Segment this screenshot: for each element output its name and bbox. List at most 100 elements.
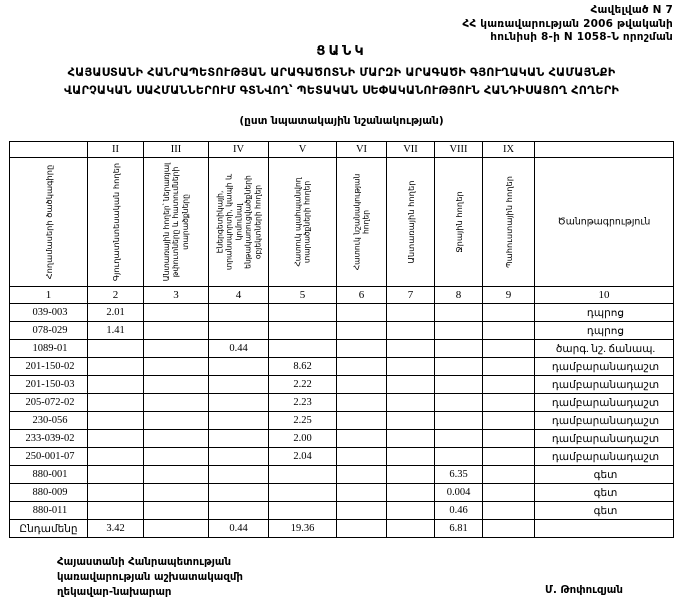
total-c6 <box>336 519 387 538</box>
cell-note: գետ <box>534 483 674 502</box>
cell-c8: 0.004 <box>434 483 483 502</box>
column-header-note-label: Ծանոթագրություն <box>557 216 651 228</box>
cell-c6 <box>336 501 387 520</box>
column-header-forest: Անտառային հողեր <box>386 157 435 287</box>
cell-c4 <box>208 375 269 394</box>
cell-c3 <box>143 501 209 520</box>
column-header-code: Հողամասերի ծածկագիրը <box>9 157 88 287</box>
cell-c7 <box>386 429 435 448</box>
cell-c9 <box>482 321 535 340</box>
table-row: 230-056 2.25 դամբարանադաշտ <box>9 411 674 430</box>
document-subtitle-line-2: ՎԱՐՉԱԿԱՆ ՍԱՀՄԱՆՆԵՐՈՒՄ ԳՏՆՎՈՂ՝ ՊԵՏԱԿԱՆ ՍԵ… <box>63 84 620 97</box>
table-header-row: Հողամասերի ծածկագիրը Գյուղատնտեսական հող… <box>9 157 674 287</box>
doc-ref-line-3: հունիսի 8-ի N 1058-Ն որոշման <box>490 31 673 43</box>
cell-c8 <box>434 321 483 340</box>
cell-note: դամբարանադաշտ <box>534 447 674 466</box>
cell-c2 <box>87 501 144 520</box>
column-header-forest-label: Անտառային հողեր <box>405 180 416 264</box>
total-label: Ընդամենը <box>9 519 88 538</box>
cell-c5 <box>268 303 337 322</box>
total-c2: 3.42 <box>87 519 144 538</box>
cell-c8 <box>434 303 483 322</box>
land-table: II III IV V VI VII VIII IX Հողամասերի ծա… <box>9 141 674 538</box>
cell-c5 <box>268 465 337 484</box>
colnum-10: 10 <box>534 286 674 304</box>
table-colnum-row: 1 2 3 4 5 6 7 8 9 10 <box>9 286 674 304</box>
column-header-protected-label: Հատուկ պահպանվող տարածքների հողեր <box>293 177 312 267</box>
total-c8: 6.81 <box>434 519 483 538</box>
doc-ref-line-1: Հավելված N 7 <box>590 4 673 16</box>
cell-c8 <box>434 375 483 394</box>
cell-c2 <box>87 447 144 466</box>
column-header-water: Ջրային հողեր <box>434 157 483 287</box>
cell-code: 880-011 <box>9 501 88 520</box>
cell-c8: 0.46 <box>434 501 483 520</box>
cell-c7 <box>386 465 435 484</box>
cell-c9 <box>482 465 535 484</box>
table-total-row: Ընդամենը 3.42 0.44 19.36 6.81 <box>9 519 674 538</box>
cell-c4 <box>208 447 269 466</box>
cell-code: 880-001 <box>9 465 88 484</box>
cell-c4 <box>208 411 269 430</box>
cell-c9 <box>482 501 535 520</box>
table-row: 201-150-02 8.62 դամբարանադաշտ <box>9 357 674 376</box>
column-header-protected: Հատուկ պահպանվող տարածքների հողեր <box>268 157 337 287</box>
cell-c8 <box>434 357 483 376</box>
cell-c9 <box>482 339 535 358</box>
cell-c6 <box>336 339 387 358</box>
colnum-5: 5 <box>268 286 337 304</box>
column-header-water-label: Ջրային հողեր <box>453 191 464 253</box>
cell-c6 <box>336 447 387 466</box>
cell-c7 <box>386 357 435 376</box>
cell-c2 <box>87 411 144 430</box>
table-row: 078-029 1.41 դպրոց <box>9 321 674 340</box>
column-header-forest-incl: Անտառային հողեր՝ ներառյալ թփուտները և հա… <box>143 157 209 287</box>
table-row: 1089-01 0.44 ծարգ. նշ. ճանապ. <box>9 339 674 358</box>
cell-code: 205-072-02 <box>9 393 88 412</box>
footer-signature-name: Մ. Թոփուզյան <box>545 585 623 596</box>
column-header-special: Հատուկ նշանակության հողեր <box>336 157 387 287</box>
roman-cell-5: V <box>268 141 337 158</box>
document-title: ՑԱՆԿ <box>316 44 367 59</box>
cell-c2 <box>87 483 144 502</box>
total-c10 <box>534 519 674 538</box>
cell-c5: 2.00 <box>268 429 337 448</box>
cell-c9 <box>482 357 535 376</box>
column-header-reserve: Պահուստային հողեր <box>482 157 535 287</box>
cell-c9 <box>482 393 535 412</box>
cell-c6 <box>336 375 387 394</box>
cell-c3 <box>143 375 209 394</box>
land-table-container: II III IV V VI VII VIII IX Հողամասերի ծա… <box>9 141 674 538</box>
footer-line-2: կառավարության աշխատակազմի <box>57 572 243 583</box>
cell-c2 <box>87 357 144 376</box>
cell-c8 <box>434 393 483 412</box>
colnum-3: 3 <box>143 286 209 304</box>
colnum-1: 1 <box>9 286 88 304</box>
cell-c3 <box>143 357 209 376</box>
footer-line-1: Հայաստանի Հանրապետության <box>57 557 231 568</box>
cell-c4 <box>208 321 269 340</box>
total-c9 <box>482 519 535 538</box>
cell-c8: 6.35 <box>434 465 483 484</box>
cell-note: դպրոց <box>534 303 674 322</box>
cell-c7 <box>386 411 435 430</box>
cell-c4: 0.44 <box>208 339 269 358</box>
colnum-2: 2 <box>87 286 144 304</box>
table-row: 880-009 0.004 գետ <box>9 483 674 502</box>
cell-note: դպրոց <box>534 321 674 340</box>
total-c4: 0.44 <box>208 519 269 538</box>
colnum-4: 4 <box>208 286 269 304</box>
table-body: 039-003 2.01 դպրոց 078-029 1.41 դպրոց 1089-01 0… <box>9 303 674 520</box>
cell-c4 <box>208 501 269 520</box>
cell-c8 <box>434 411 483 430</box>
colnum-8: 8 <box>434 286 483 304</box>
column-header-agricultural-label: Գյուղատնտեսական հողեր <box>110 162 121 282</box>
footer-signatory-title: Հայաստանի Հանրապետության կառավարության ա… <box>57 555 243 600</box>
cell-c3 <box>143 321 209 340</box>
table-row: 039-003 2.01 դպրոց <box>9 303 674 322</box>
cell-c3 <box>143 429 209 448</box>
cell-c3 <box>143 411 209 430</box>
cell-c6 <box>336 357 387 376</box>
cell-c9 <box>482 483 535 502</box>
cell-c9 <box>482 375 535 394</box>
